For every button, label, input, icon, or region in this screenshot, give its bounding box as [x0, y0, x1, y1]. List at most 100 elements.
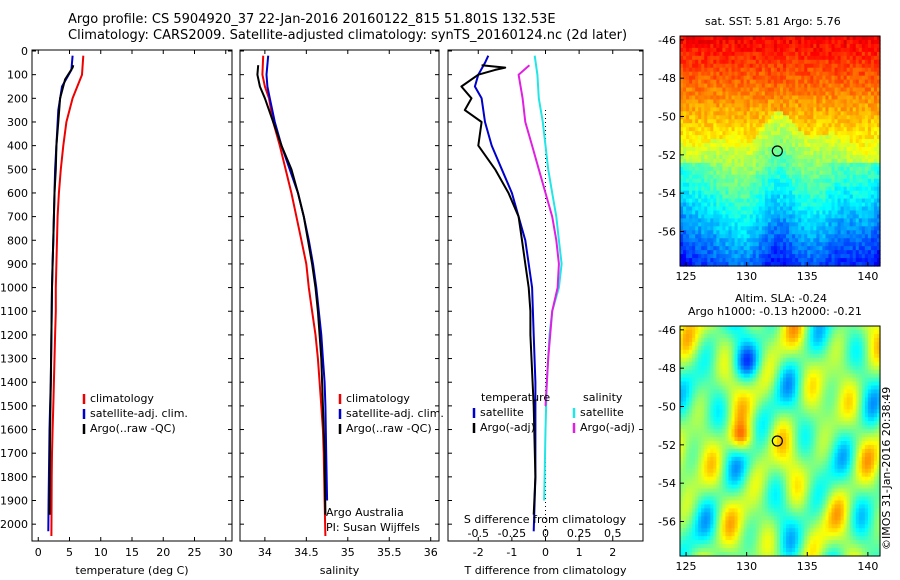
sst_map-cell: [783, 103, 787, 108]
sla_map-cell: [816, 329, 820, 335]
sst_map-cell: [722, 242, 727, 247]
sla_map-cell: [728, 349, 733, 355]
sst_map-cell: [731, 202, 736, 208]
sst_map-cell: [795, 111, 799, 116]
sla_map-cell: [764, 361, 769, 367]
diff-top-xtick-label: 0.25: [567, 527, 592, 540]
sst_map-cell: [816, 170, 820, 176]
sst_map-cell: [683, 222, 687, 227]
sst_map-cell: [795, 147, 799, 152]
sst_map-cell: [828, 234, 833, 239]
sst_map-cell: [858, 151, 863, 156]
sla_map-cell: [740, 329, 745, 335]
sla_map-cell: [767, 377, 772, 383]
sst_map-cell: [770, 47, 775, 53]
sst_map-cell: [798, 135, 802, 140]
sst_map-cell: [792, 151, 796, 156]
sst_map-cell: [780, 47, 784, 53]
sst_map-cell: [858, 206, 863, 212]
sla_map-cell: [752, 365, 757, 371]
sst_map-cell: [722, 103, 727, 108]
sst_map-cell: [783, 194, 787, 200]
sst_map-cell: [852, 202, 857, 208]
sst_map-cell: [719, 59, 724, 65]
sst_map-cell: [755, 242, 760, 247]
sst_map-cell: [870, 214, 875, 220]
sst_map-cell: [840, 214, 845, 220]
sla_map-cell: [858, 329, 863, 335]
sst_map-cell: [819, 250, 824, 255]
sla_map-cell: [689, 373, 693, 379]
sst_map-cell: [783, 131, 787, 136]
sst_map-cell: [840, 202, 845, 208]
sst_map-cell: [758, 210, 763, 216]
sst_map-cell: [776, 55, 781, 61]
sst_map-cell: [746, 139, 751, 144]
sst_map-cell: [801, 87, 805, 93]
sst_map-cell: [695, 71, 699, 77]
sst_map-cell: [819, 198, 824, 204]
sst_map-cell: [773, 71, 778, 77]
sst_map-cell: [813, 147, 817, 152]
sst_map-cell: [816, 166, 820, 172]
sst_map-cell: [746, 99, 751, 105]
sla_map-cell: [737, 337, 742, 343]
sst_map-cell: [680, 234, 684, 239]
sst_map-cell: [683, 246, 687, 251]
sst_map-cell: [783, 166, 787, 172]
sla_map-cell: [755, 326, 760, 331]
sla_map-cell: [725, 326, 730, 331]
sst_map-cell: [686, 143, 690, 148]
sst_map-cell: [801, 151, 805, 156]
sla_map-cell: [801, 333, 805, 339]
sst_map-cell: [870, 226, 875, 231]
sla_map-cell: [864, 333, 869, 339]
sla_map-cell: [755, 377, 760, 383]
sst_map-cell: [843, 186, 848, 192]
sst_map-cell: [792, 107, 796, 112]
sst_map-cell: [776, 107, 781, 112]
sst_map-cell: [864, 143, 869, 148]
sst_map-cell: [801, 162, 805, 168]
sst_map-cell: [689, 95, 693, 101]
sla_map-cell: [780, 377, 784, 383]
sst_map-cell: [770, 186, 775, 192]
sla_map-cell: [752, 341, 757, 347]
sst_map-cell: [834, 95, 839, 101]
sst_map-cell: [858, 246, 863, 251]
sst_map-cell: [807, 234, 811, 239]
sst_map-cell: [716, 71, 720, 77]
sst_map-cell: [819, 63, 824, 69]
sla_map-cell: [843, 357, 848, 363]
depth-tick-label: 1500: [0, 400, 28, 413]
sst_map-cell: [849, 202, 854, 208]
sst_map-cell: [701, 230, 705, 235]
sst_map-cell: [689, 147, 693, 152]
sst_map-cell: [843, 154, 848, 160]
sst_map-cell: [831, 226, 836, 231]
sst_map-cell: [773, 36, 778, 41]
sst_map-cell: [828, 51, 833, 57]
sst_map-cell: [798, 43, 802, 49]
sst_map-cell: [728, 59, 733, 65]
sla_map-cell: [767, 353, 772, 359]
sst_map-cell: [749, 226, 754, 231]
sst_map-cell: [816, 250, 820, 255]
sst_map-cell: [798, 166, 802, 172]
sst_map-cell: [783, 262, 787, 267]
sla_map-cell: [792, 365, 796, 371]
sst_map-cell: [801, 147, 805, 152]
sla_map-cell: [686, 361, 690, 367]
sst_map-frame: [679, 35, 881, 267]
sla_map-cell: [743, 365, 748, 371]
sst_map-cell: [834, 135, 839, 140]
sst_map-cell: [722, 135, 727, 140]
sst_map-cell: [689, 143, 693, 148]
sst_map-cell: [713, 174, 717, 180]
sst_map-cell: [834, 250, 839, 255]
sst_map-cell: [795, 182, 799, 188]
sst_map-cell: [780, 262, 784, 267]
sst_map-cell: [707, 206, 711, 212]
sst_map-cell: [819, 166, 824, 172]
sla_map-cell: [819, 341, 824, 347]
